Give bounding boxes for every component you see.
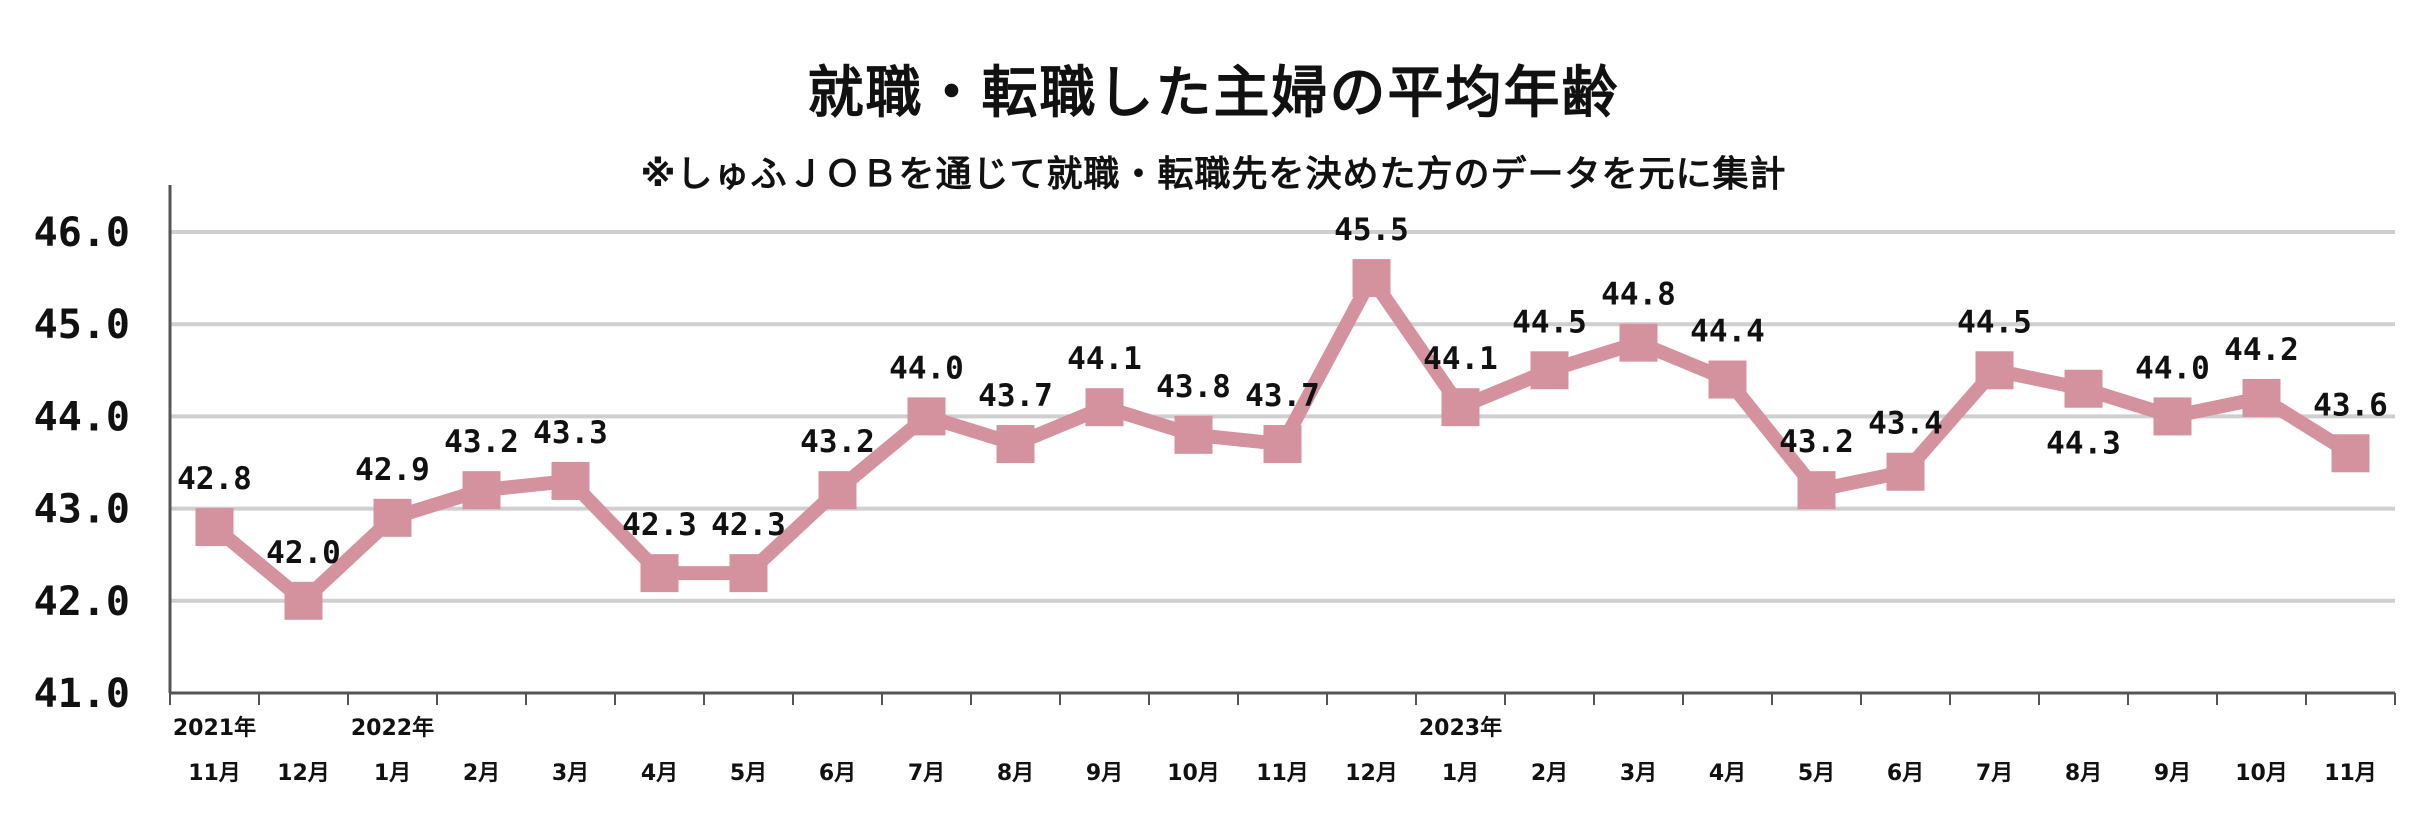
chart-subtitle: ※しゅふＪＯＢを通じて就職・転職先を決めた方のデータを元に集計	[640, 154, 1787, 195]
data-point-marker	[996, 425, 1035, 464]
data-point-marker	[1886, 452, 1925, 491]
data-point-marker	[1085, 388, 1124, 427]
x-tick-label: 4月	[641, 761, 678, 786]
data-point-marker	[462, 471, 501, 510]
data-point-marker	[2153, 397, 2192, 436]
y-tick-label: 46.0	[34, 210, 130, 256]
data-label: 42.9	[355, 452, 430, 488]
x-tick-label: 1月	[1442, 761, 1479, 786]
data-label: 43.3	[533, 415, 608, 451]
data-label: 44.8	[1601, 277, 1676, 313]
x-tick-label: 3月	[1620, 761, 1657, 786]
x-tick-label: 7月	[908, 761, 945, 786]
x-tick-label: 3月	[552, 761, 589, 786]
x-tick-label: 5月	[1798, 761, 1835, 786]
data-point-marker	[551, 461, 590, 500]
data-point-marker	[1530, 351, 1569, 390]
data-label: 44.5	[1957, 304, 2032, 340]
x-tick-label: 10月	[2235, 761, 2288, 786]
data-label: 43.6	[2313, 387, 2388, 423]
data-point-marker	[195, 508, 234, 547]
data-label: 42.3	[622, 507, 697, 543]
data-point-marker	[1441, 388, 1480, 427]
year-label: 2023年	[1419, 715, 1502, 741]
data-label: 43.2	[444, 424, 519, 460]
data-label: 42.8	[177, 461, 252, 497]
y-tick-label: 42.0	[34, 579, 130, 625]
x-tick-label: 5月	[730, 761, 767, 786]
x-tick-label: 7月	[1976, 761, 2013, 786]
data-label: 43.4	[1868, 406, 1943, 442]
x-tick-label: 9月	[2154, 761, 2191, 786]
data-point-marker	[907, 397, 946, 436]
x-tick-label: 10月	[1167, 761, 1220, 786]
data-label: 43.2	[800, 424, 875, 460]
data-point-marker	[1619, 323, 1658, 362]
year-label: 2022年	[351, 715, 434, 741]
data-point-marker	[1352, 259, 1391, 298]
data-point-marker	[1975, 351, 2014, 390]
data-label: 45.5	[1334, 212, 1409, 248]
x-tick-label: 4月	[1709, 761, 1746, 786]
data-label: 43.8	[1156, 369, 1231, 405]
x-tick-label: 2月	[1531, 761, 1568, 786]
data-point-marker	[818, 471, 857, 510]
data-label: 43.7	[1245, 378, 1320, 414]
data-point-marker	[1797, 471, 1836, 510]
data-label: 44.2	[2224, 332, 2299, 368]
data-point-marker	[2331, 434, 2370, 473]
data-point-marker	[373, 498, 412, 537]
data-label: 44.5	[1512, 304, 1587, 340]
data-label: 42.0	[266, 535, 341, 571]
data-label: 44.1	[1423, 341, 1498, 377]
x-tick-label: 11月	[188, 761, 241, 786]
data-label: 44.4	[1690, 314, 1765, 350]
data-point-marker	[1708, 360, 1747, 399]
data-label: 43.7	[978, 378, 1053, 414]
chart-title: 就職・転職した主婦の平均年齢	[807, 61, 1620, 126]
y-tick-label: 44.0	[34, 394, 130, 440]
data-label: 44.0	[2135, 350, 2210, 386]
x-tick-label: 2月	[463, 761, 500, 786]
x-tick-label: 1月	[374, 761, 411, 786]
y-tick-label: 41.0	[34, 671, 130, 717]
x-tick-label: 6月	[819, 761, 856, 786]
data-point-marker	[2064, 369, 2103, 408]
x-tick-label: 6月	[1887, 761, 1924, 786]
x-tick-label: 8月	[997, 761, 1034, 786]
data-label: 42.3	[711, 507, 786, 543]
data-label: 44.1	[1067, 341, 1142, 377]
data-point-marker	[2242, 378, 2281, 417]
x-tick-label: 12月	[1345, 761, 1398, 786]
data-label: 44.0	[889, 350, 964, 386]
data-point-marker	[284, 581, 323, 620]
year-label: 2021年	[173, 715, 256, 741]
x-tick-label: 9月	[1086, 761, 1123, 786]
data-point-marker	[1263, 425, 1302, 464]
y-tick-label: 43.0	[34, 487, 130, 533]
y-tick-label: 45.0	[34, 302, 130, 348]
x-tick-label: 11月	[2324, 761, 2377, 786]
x-tick-label: 11月	[1256, 761, 1309, 786]
data-point-marker	[729, 554, 768, 593]
x-tick-label: 12月	[277, 761, 330, 786]
data-point-marker	[1174, 415, 1213, 454]
x-tick-label: 8月	[2065, 761, 2102, 786]
data-point-marker	[640, 554, 679, 593]
data-label: 44.3	[2046, 426, 2121, 462]
data-label: 43.2	[1779, 424, 1854, 460]
